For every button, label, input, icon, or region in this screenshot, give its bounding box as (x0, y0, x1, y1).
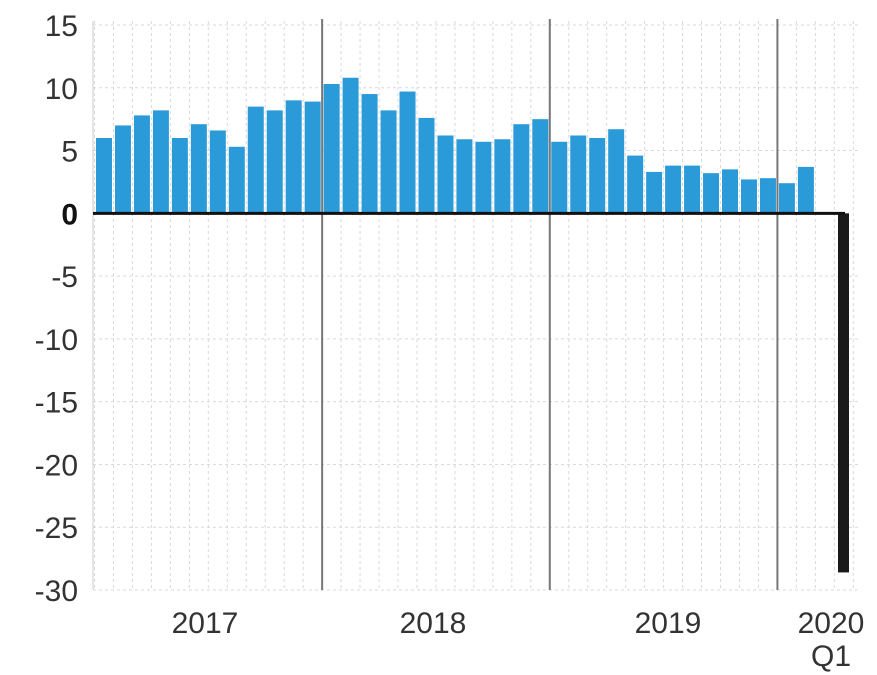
bar (266, 110, 283, 214)
bar (418, 117, 435, 214)
y-tick-label: 5 (61, 136, 78, 169)
bar (171, 138, 188, 214)
y-tick-label: -15 (35, 387, 78, 420)
bar (759, 178, 776, 214)
bar (361, 94, 378, 214)
bar (285, 100, 302, 214)
y-tick-label: 10 (45, 73, 78, 106)
bar (133, 115, 150, 214)
bar (627, 155, 644, 214)
bar (532, 119, 549, 214)
bar-q1-2020 (838, 213, 849, 573)
x-label-2020: 2020 (798, 607, 865, 640)
bar (209, 130, 226, 214)
x-label-2019: 2019 (635, 607, 702, 640)
bar (797, 166, 814, 214)
vertical-gridlines (94, 21, 854, 590)
bar (703, 173, 720, 214)
y-tick-label: -25 (35, 512, 78, 545)
bar (456, 139, 473, 214)
bar (437, 135, 454, 214)
bar (570, 135, 587, 214)
bar (380, 110, 397, 214)
y-tick-label: -30 (35, 575, 78, 608)
bars (96, 77, 849, 573)
bar (342, 77, 359, 214)
bar (399, 91, 416, 214)
x-label-2017: 2017 (172, 607, 239, 640)
y-tick-label: -10 (35, 324, 78, 357)
y-tick-label: -20 (35, 449, 78, 482)
bar (740, 179, 757, 214)
bar (513, 124, 530, 214)
bar (551, 141, 568, 214)
bar (152, 110, 169, 214)
horizontal-gridlines (92, 21, 858, 591)
x-label-q1: Q1 (811, 640, 851, 673)
bar (589, 138, 606, 214)
bar (323, 84, 340, 214)
bar (722, 169, 739, 214)
x-label-2018: 2018 (400, 607, 467, 640)
y-tick-label: -5 (51, 261, 78, 294)
bar (608, 129, 625, 214)
bar (665, 165, 682, 214)
bar (96, 138, 112, 214)
bar (646, 171, 663, 214)
bar (247, 106, 264, 214)
y-tick-label: 0 (61, 198, 78, 231)
y-axis-tick-labels: 15 10 5 0 -5 -10 -15 -20 -25 -30 (35, 10, 78, 608)
bar (304, 101, 321, 214)
bar (494, 139, 511, 214)
bar (684, 165, 701, 214)
year-dividers (321, 19, 779, 590)
bar (228, 146, 245, 214)
bar (475, 141, 492, 214)
bar (190, 124, 207, 214)
bar (114, 125, 131, 214)
bar (778, 183, 795, 214)
y-tick-label: 15 (45, 10, 78, 43)
